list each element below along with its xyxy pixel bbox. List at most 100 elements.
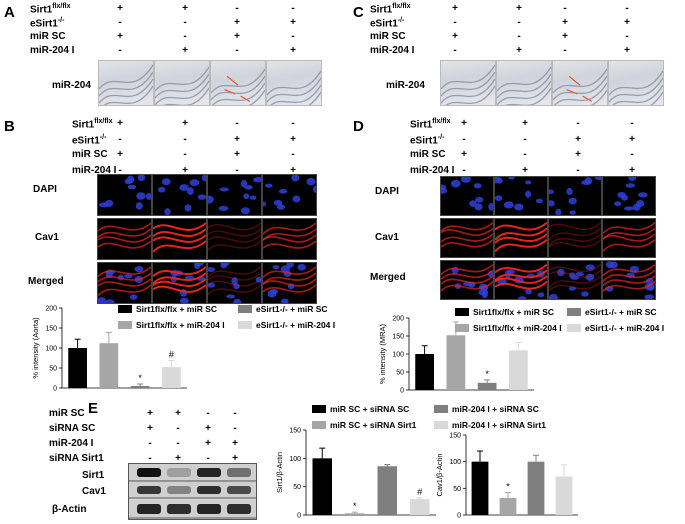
sign-mirsc-2-b: + [234,149,240,160]
row-label-sirnasirt1-e: siRNA Sirt1 [49,453,104,464]
sign-esirt1-1-c: - [517,17,521,28]
sign-esirt1-3-b: + [290,134,296,145]
panel-label-c: C [353,4,364,21]
sign-mir204i-1-d: + [522,165,528,176]
legend-label-B-3: eSirt1-/- + miR-204 I [256,320,335,330]
ylabel-D: % intensity (MRA) [378,323,387,384]
legend-swatch-E1-3 [434,421,448,429]
legend-label-B-1: eSirt1-/- + miR SC [256,304,328,314]
legend-swatch-B-2 [118,321,132,329]
tick-label-D: 200 [392,316,404,323]
sign-sirt1-0-a: + [117,3,123,14]
row-label-sirt1-b: Sirt1flx/flx [72,118,113,131]
row-label-esirt1-d-sup: -/- [437,134,445,141]
sign-mirsc-0-b: + [117,149,123,160]
dapi-label-b: DAPI [33,184,57,195]
bar-D-2 [477,382,497,390]
legend-label-E1-3: miR-204 I + siRNA Sirt1 [452,420,546,430]
fluorescence-image [440,260,494,300]
fluorescence-image [207,218,262,260]
fluorescence-image [97,218,152,260]
bar-D-1 [446,335,466,390]
row-label-sirt1-b-sup: flx/flx [94,118,113,125]
sign-esirt1-3-a: + [290,17,296,28]
ylabel-E1: Sirt1/β-Actin [275,452,284,493]
bar-B-0 [68,348,87,388]
legend-swatch-B-0 [118,305,132,313]
sign-sirt1-0-b: + [117,118,123,129]
fluorescence-image [207,174,262,216]
tick-label-E1: 150 [289,428,301,435]
tick-label-E2: 50 [453,486,461,493]
row-label-sirt1-d: Sirt1flx/flx [410,118,451,131]
row-label-esirt1-b: eSirt1-/- [72,134,107,147]
row-label-mir204i-d: miR-204 I [410,165,455,176]
sign-sirnasirt1-0-e: - [148,453,152,464]
sign-mir204i-2-a: - [235,45,239,56]
sign-esirt1-3-d: + [629,134,635,145]
merged-label-b: Merged [28,276,64,287]
sign-mir204i-2-b: - [235,165,239,176]
sign-mir204i-2-d: - [576,165,580,176]
annotation-E2-1: * [506,482,510,492]
row-label-mirsc-d: miR SC [410,149,446,160]
wb-label-2: β-Actin [52,504,87,515]
fluorescence-image [152,218,207,260]
histology-image [266,60,322,106]
fluorescence-image [548,176,602,216]
row-label-esirt1-a: eSirt1-/- [30,17,65,30]
sign-mir204i-1-a: + [182,45,188,56]
sign-esirt1-1-a: - [183,17,187,28]
sign-mirsc-0-d: + [461,149,467,160]
ylabel-B: % intensity (Aorta) [31,317,40,379]
row-label-sirt1-a: Sirt1flx/flx [30,3,71,16]
sign-mir204i-3-e: + [232,438,238,449]
sign-sirt1-3-d: - [630,118,634,129]
legend-label-D-2: Sirt1flx/flx + miR-204 I [473,323,562,333]
histology-image [440,60,496,106]
row-label-mirsc-c: miR SC [370,31,406,42]
merged-label-d: Merged [370,272,406,283]
sign-esirt1-0-a: - [118,17,122,28]
sign-mir204i-2-c: - [563,45,567,56]
row-label-esirt1-b-sup: -/- [99,134,107,141]
sign-mirsc-1-d: - [523,149,527,160]
fluorescence-image [152,174,207,216]
sign-esirt1-2-d: + [575,134,581,145]
sign-mir204i-0-d: - [462,165,466,176]
sign-mirsc-1-e: + [175,408,181,419]
sign-sirnasirt1-3-e: + [232,453,238,464]
histology-image [154,60,210,106]
legend-label-E1-1: miR-204 I + siRNA SC [452,404,539,414]
sign-sirnasc-3-e: - [233,423,237,434]
legend-label-B-2: Sirt1flx/flx + miR-204 I [136,320,225,330]
row-label-mir204i-e: miR-204 I [49,438,94,449]
legend-swatch-D-1 [567,308,581,316]
sign-sirt1-3-b: - [291,118,295,129]
legend-swatch-E1-0 [312,405,326,413]
fluorescence-image [602,176,656,216]
annotation-E1-3: # [417,487,422,497]
histology-image [608,60,664,106]
sign-mirsc-3-c: - [625,31,629,42]
annotation-B-2: * [138,373,142,383]
sign-sirt1-2-c: - [563,3,567,14]
legend-swatch-B-1 [238,305,252,313]
sign-mir204i-1-b: + [182,165,188,176]
row-label-sirt1-c: Sirt1flx/flx [370,3,411,16]
sign-esirt1-2-b: + [234,134,240,145]
dapi-label-d: DAPI [375,186,399,197]
sign-mir204i-2-e: + [205,438,211,449]
sign-sirt1-2-b: - [235,118,239,129]
tick-label-D: 50 [396,370,404,377]
tick-label-E2: 100 [449,459,461,466]
sign-esirt1-0-c: - [453,17,457,28]
sign-mirsc-3-a: - [291,31,295,42]
sign-sirt1-2-d: - [576,118,580,129]
sign-sirt1-1-c: + [516,3,522,14]
tick-label-E1: 100 [289,456,301,463]
panel-label-e: E [88,400,99,417]
sign-sirnasirt1-1-e: + [175,453,181,464]
sign-mirsc-2-e: - [206,408,210,419]
legend-swatch-B-3 [238,321,252,329]
